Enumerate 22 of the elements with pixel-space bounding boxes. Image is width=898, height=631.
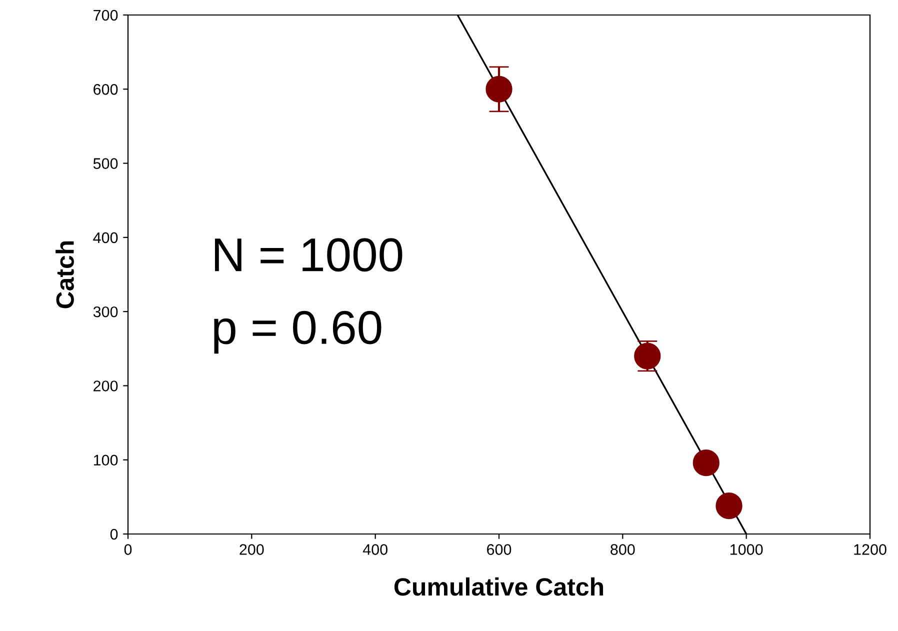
- x-tick-label: 1000: [730, 544, 763, 555]
- y-tick-label: 200: [94, 380, 118, 392]
- x-tick-label: 1200: [854, 544, 886, 555]
- y-tick-label: 400: [93, 232, 118, 244]
- annotation: N = 1000: [214, 238, 402, 272]
- y-tick-label: 300: [93, 306, 118, 318]
- x-tick-label: 0: [124, 544, 132, 555]
- annotation: p = 0.60: [214, 310, 382, 354]
- x-tick-label: 600: [487, 544, 512, 555]
- y-tick-label: 700: [94, 10, 118, 21]
- x-tick-label: 400: [362, 544, 388, 555]
- point: [692, 450, 720, 476]
- x-tick-label: 800: [610, 544, 635, 555]
- x-axis-title: Cumulative Catch: [394, 577, 604, 596]
- x-tick-label: 200: [240, 544, 264, 555]
- point: [716, 492, 742, 520]
- y-tick-label: 0: [110, 528, 118, 540]
- point: [486, 76, 512, 102]
- y-tick-label: 600: [94, 84, 118, 95]
- y-tick-label: 100: [94, 454, 118, 466]
- y-tick-label: 500: [93, 158, 118, 169]
- y-axis-title: Catch: [56, 241, 74, 308]
